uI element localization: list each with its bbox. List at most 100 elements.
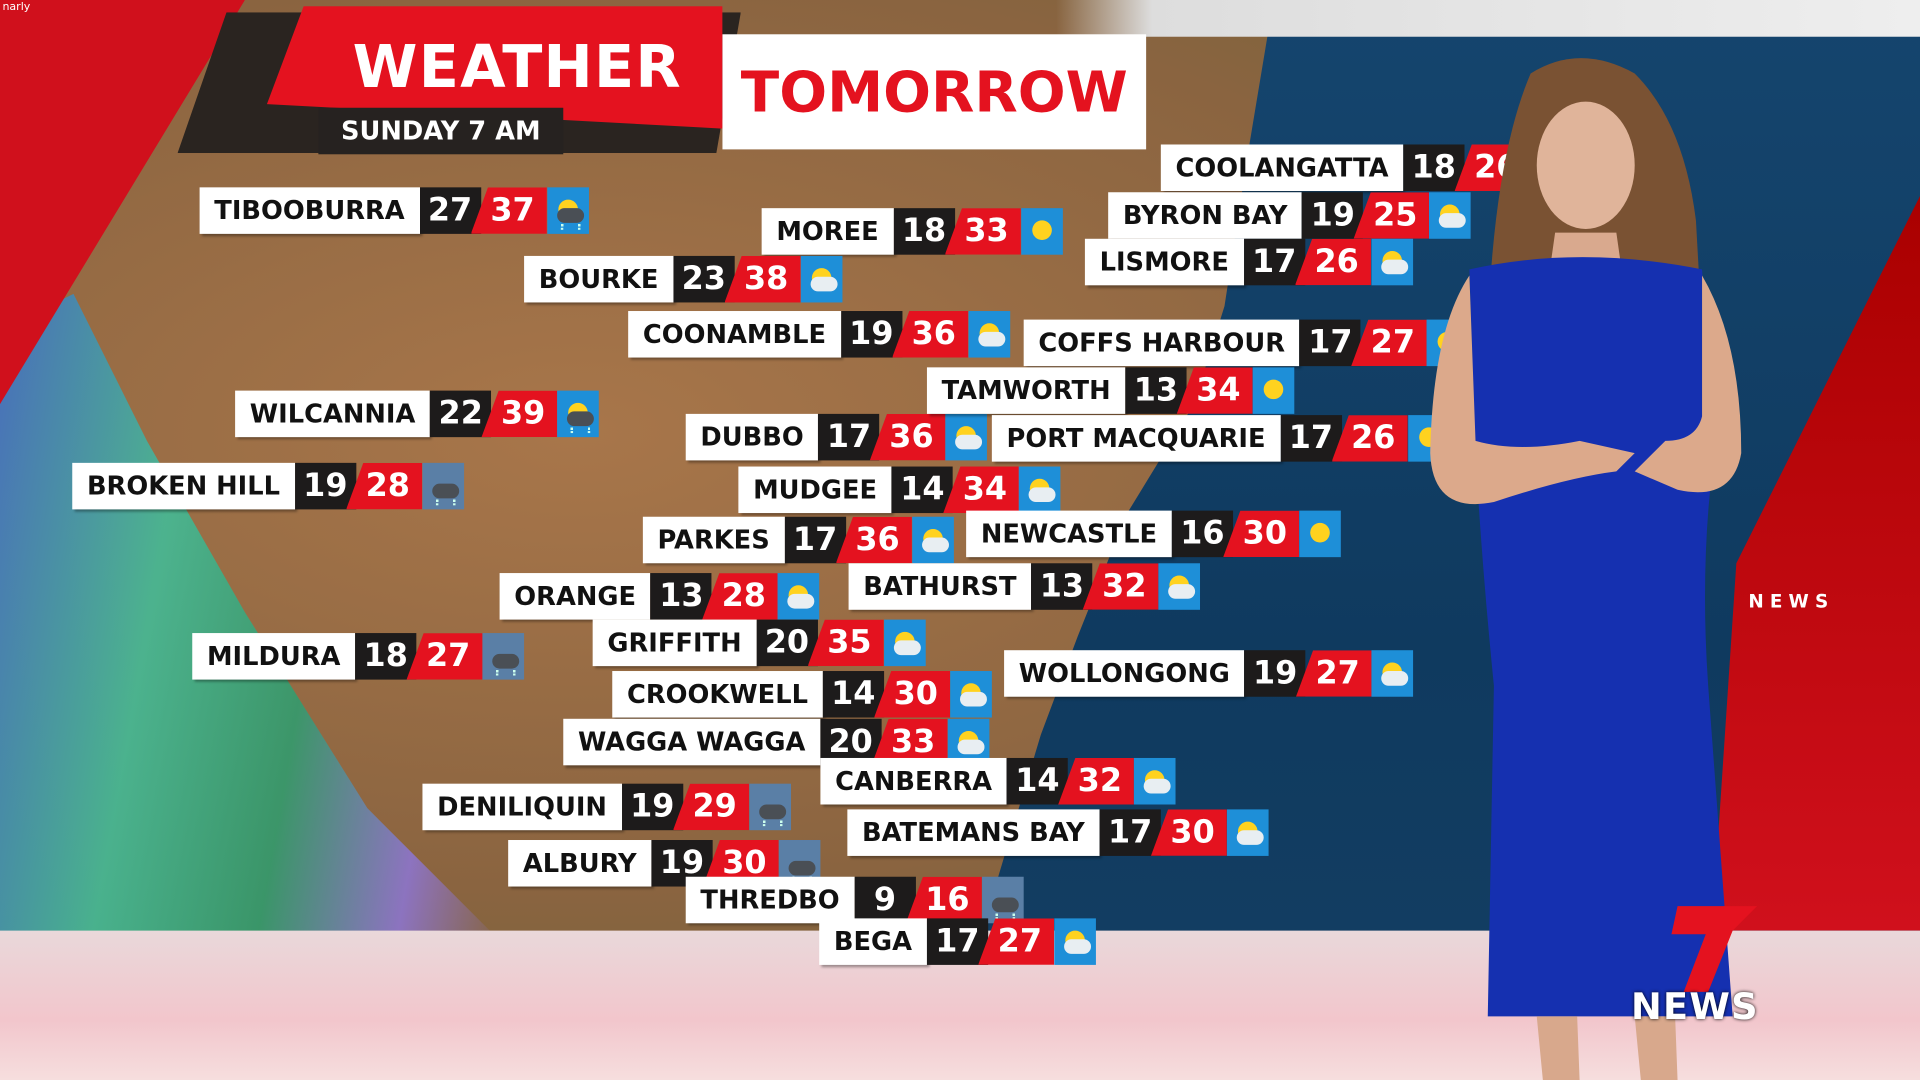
- city-name: BEGA: [819, 918, 927, 965]
- city-forecast: BEGA 17 27: [819, 918, 1096, 965]
- city-name: PARKES: [642, 516, 785, 564]
- title-tomorrow: TOMORROW: [722, 34, 1147, 150]
- city-name: THREDBO: [685, 876, 855, 924]
- max-temp: 35: [807, 619, 884, 667]
- max-temp: 37: [470, 187, 547, 234]
- max-temp: 29: [673, 783, 749, 831]
- max-temp: 28: [702, 573, 779, 620]
- min-temp: 13: [1031, 563, 1093, 610]
- max-temp: 39: [481, 390, 558, 438]
- max-temp: 27: [1295, 650, 1372, 697]
- min-temp: 19: [1244, 650, 1306, 697]
- showers-icon: [778, 840, 821, 887]
- city-forecast: ORANGE 13 28: [499, 573, 820, 620]
- min-temp: 19: [840, 311, 902, 358]
- partly-cloudy-icon: [1158, 563, 1201, 610]
- sunny-icon: [1020, 208, 1063, 255]
- partly-cloudy-icon: [1134, 757, 1176, 805]
- city-forecast: MILDURA 18 27: [192, 633, 525, 680]
- city-forecast: MOREE 18 33: [761, 208, 1063, 255]
- city-name: TAMWORTH: [926, 367, 1126, 414]
- city-name: LISMORE: [1084, 238, 1244, 286]
- min-temp: 17: [1299, 319, 1361, 367]
- min-temp: 18: [893, 208, 955, 255]
- partly-cloudy-icon: [1371, 650, 1414, 697]
- partly-cloudy-icon: [800, 255, 843, 303]
- max-temp: 30: [874, 671, 951, 718]
- partly-cloudy-icon: [883, 619, 926, 667]
- max-temp: 30: [1223, 510, 1300, 558]
- storm-icon: [546, 187, 589, 234]
- city-forecast: BYRON BAY 19 25: [1108, 192, 1472, 239]
- city-name: GRIFFITH: [592, 619, 757, 667]
- city-forecast: COFFS HARBOUR 17 27: [1023, 319, 1469, 367]
- city-name: BATEMANS BAY: [847, 809, 1100, 856]
- min-temp: 19: [1302, 192, 1364, 239]
- city-forecast: BATHURST 13 32: [848, 563, 1201, 610]
- city-name: ORANGE: [499, 573, 651, 620]
- news-side-label: NEWS: [1748, 590, 1835, 613]
- city-name: ALBURY: [508, 840, 652, 887]
- city-forecast: BATEMANS BAY 17 30: [847, 809, 1269, 856]
- city-forecast: WAGGA WAGGA 20 33: [563, 718, 990, 766]
- city-forecast: WOLLONGONG 19 27: [1004, 650, 1414, 697]
- max-temp: 34: [943, 466, 1020, 514]
- partly-cloudy-icon: [911, 516, 954, 564]
- min-temp: 17: [784, 516, 846, 564]
- max-temp: 27: [406, 633, 483, 680]
- max-temp: 28: [346, 462, 423, 510]
- city-name: WOLLONGONG: [1004, 650, 1245, 697]
- min-temp: 20: [820, 718, 882, 766]
- min-temp: 13: [650, 573, 712, 620]
- city-name: DUBBO: [685, 413, 819, 461]
- city-name: PORT MACQUARIE: [991, 415, 1281, 462]
- partly-cloudy-icon: [1370, 238, 1413, 286]
- min-temp: 17: [1280, 415, 1342, 462]
- city-forecast: DENILIQUIN 19 29: [422, 783, 791, 831]
- city-name: MOREE: [761, 208, 894, 255]
- min-temp: 13: [1125, 367, 1187, 414]
- city-forecast: BOURKE 23 38: [524, 255, 843, 303]
- max-temp: 26: [1295, 238, 1371, 286]
- min-temp: 22: [430, 390, 492, 438]
- max-temp: 34: [1176, 367, 1253, 414]
- city-forecast: TIBOOBURRA 27 37: [199, 187, 589, 234]
- min-temp: 16: [1171, 510, 1233, 558]
- partly-cloudy-icon: [1226, 809, 1269, 856]
- city-name: BATHURST: [848, 563, 1032, 610]
- min-temp: 19: [294, 462, 356, 510]
- showers-icon: [981, 876, 1024, 924]
- sunny-icon: [1252, 367, 1295, 414]
- city-name: WAGGA WAGGA: [563, 718, 821, 766]
- partly-cloudy-icon: [778, 573, 820, 620]
- max-temp: 36: [869, 413, 946, 461]
- city-name: BOURKE: [524, 255, 674, 303]
- partly-cloudy-icon: [950, 671, 992, 718]
- city-forecast: COONAMBLE 19 36: [628, 311, 1010, 358]
- city-forecast: NEWCASTLE 16 30: [966, 510, 1341, 558]
- max-temp: 30: [1150, 809, 1227, 856]
- city-name: COONAMBLE: [628, 311, 841, 358]
- min-temp: 14: [1006, 757, 1068, 805]
- partly-cloudy-icon: [968, 311, 1010, 358]
- city-forecast: CROOKWELL 14 30: [612, 671, 992, 718]
- min-temp: 18: [355, 633, 417, 680]
- partly-cloudy-icon: [947, 718, 990, 766]
- city-forecast: GRIFFITH 20 35: [592, 619, 926, 667]
- city-name: COFFS HARBOUR: [1023, 319, 1300, 367]
- min-temp: 18: [1403, 144, 1465, 192]
- seven-news-logo-text: NEWS: [1631, 985, 1759, 1029]
- max-temp: 27: [978, 918, 1055, 965]
- city-name: MILDURA: [192, 633, 356, 680]
- min-temp: 23: [673, 255, 735, 303]
- city-forecast: WILCANNIA 22 39: [235, 390, 600, 438]
- city-forecast: DUBBO 17 36: [685, 413, 988, 461]
- min-temp: 14: [891, 466, 954, 514]
- max-temp: 27: [1351, 319, 1428, 367]
- partly-cloudy-icon: [1019, 466, 1061, 514]
- city-name: MUDGEE: [738, 466, 892, 514]
- city-forecast: MUDGEE 14 34: [738, 466, 1061, 514]
- max-temp: 16: [905, 876, 982, 924]
- city-name: DENILIQUIN: [422, 783, 622, 831]
- min-temp: 9: [854, 876, 916, 924]
